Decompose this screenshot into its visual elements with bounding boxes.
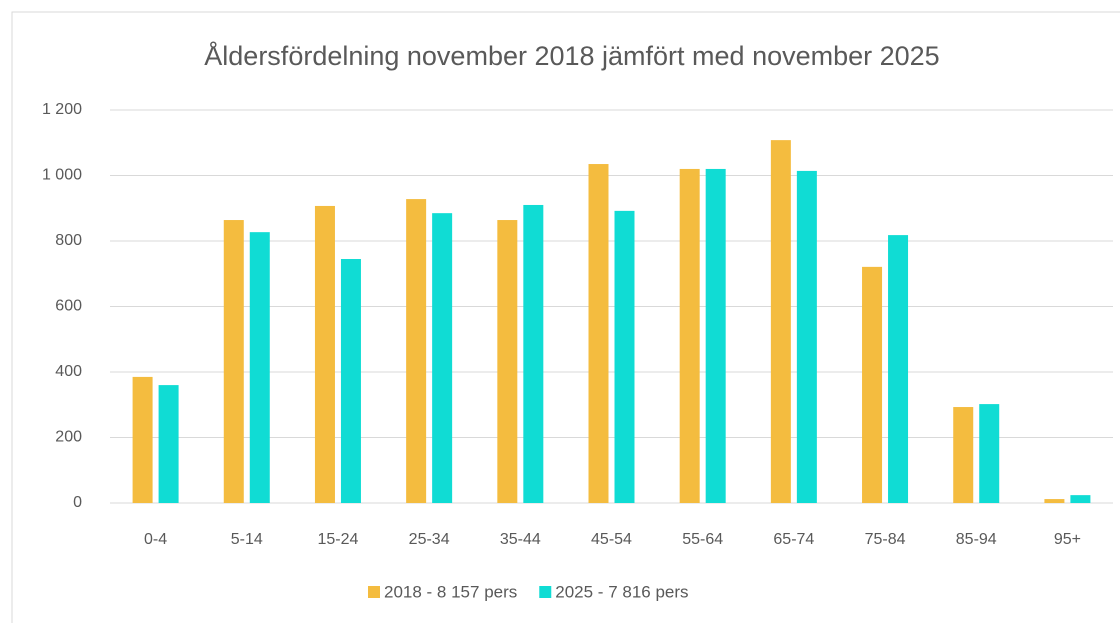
bar (523, 204, 544, 503)
bar (1070, 495, 1091, 503)
chart-title: Åldersfördelning november 2018 jämfört m… (204, 40, 939, 71)
bar (432, 213, 453, 503)
x-tick-label: 45-54 (591, 531, 632, 548)
bar (588, 164, 609, 503)
x-tick-label: 55-64 (682, 531, 723, 548)
bar (223, 220, 244, 504)
bar (497, 220, 518, 504)
y-tick-label: 400 (55, 363, 82, 380)
x-tick-label: 85-94 (956, 531, 997, 548)
bar (249, 232, 270, 503)
bar (796, 170, 817, 504)
bar (158, 385, 179, 503)
x-tick-label: 25-34 (409, 531, 450, 548)
y-tick-label: 1 200 (42, 101, 82, 118)
bar (340, 259, 361, 503)
bar (862, 266, 883, 503)
legend-label: 2025 - 7 816 pers (555, 582, 688, 601)
x-tick-label: 5-14 (231, 531, 263, 548)
chart-border (11, 11, 1120, 623)
bar (705, 168, 726, 503)
x-tick-label: 15-24 (317, 531, 358, 548)
bar (406, 199, 427, 503)
x-tick-label: 65-74 (773, 531, 814, 548)
bar (614, 210, 635, 503)
y-tick-label: 800 (55, 232, 82, 249)
bar (132, 376, 153, 503)
y-tick-label: 1 000 (42, 167, 82, 184)
bar (1044, 499, 1065, 503)
bar (979, 404, 1000, 503)
y-tick-label: 600 (55, 298, 82, 315)
bar (953, 407, 974, 503)
x-tick-label: 35-44 (500, 531, 541, 548)
y-tick-label: 200 (55, 429, 82, 446)
bar (770, 140, 791, 503)
bar (888, 235, 909, 504)
bar (679, 168, 700, 503)
legend-swatch (539, 586, 552, 598)
x-tick-label: 95+ (1054, 531, 1081, 548)
legend-label: 2018 - 8 157 pers (384, 582, 517, 601)
y-tick-label: 0 (73, 494, 82, 511)
legend-swatch (368, 586, 380, 598)
x-tick-label: 0-4 (144, 531, 167, 548)
x-tick-label: 75-84 (865, 531, 906, 548)
bar (314, 205, 335, 503)
